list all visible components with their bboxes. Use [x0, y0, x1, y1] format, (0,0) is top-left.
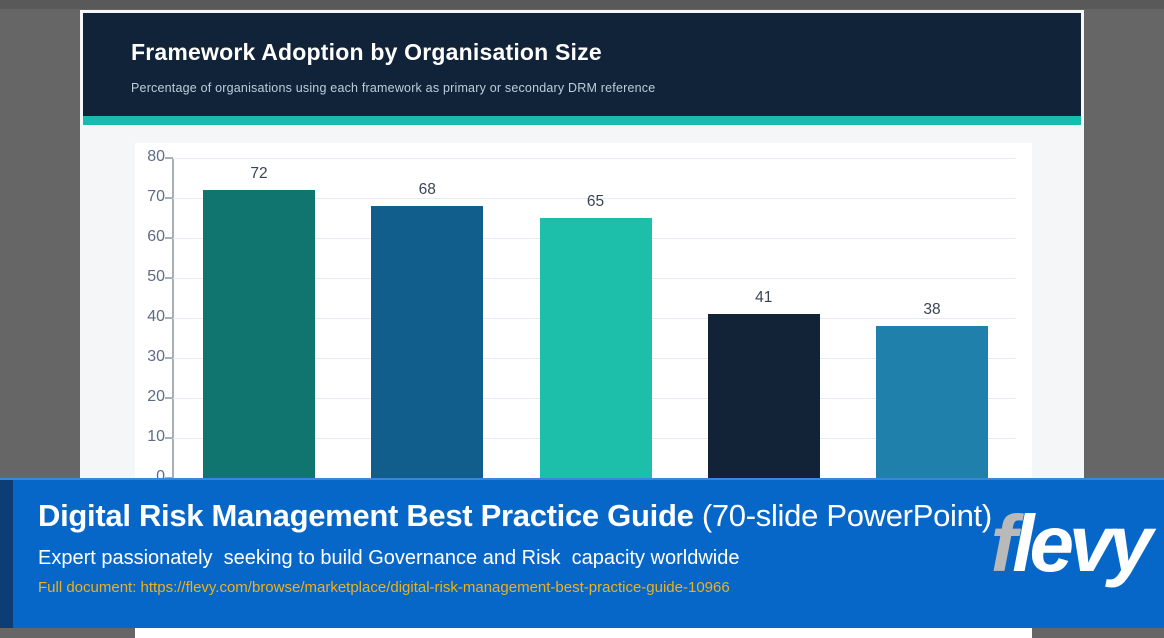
gridline	[172, 198, 1016, 199]
bar-value-label: 68	[418, 181, 436, 198]
y-axis-tick-label: 70	[147, 188, 165, 205]
flevy-logo-f: f	[990, 499, 1018, 588]
slide-subtitle: Percentage of organisations using each f…	[131, 81, 656, 95]
full-document-label: Full document:	[38, 578, 141, 596]
bar-series-1	[203, 190, 315, 478]
y-axis-line	[172, 158, 174, 483]
y-axis-tick-label: 20	[147, 388, 165, 405]
gridline	[172, 158, 1016, 159]
window-top-strip	[0, 0, 1164, 9]
y-axis-tick-mark	[165, 197, 173, 199]
y-axis-tick-label: 60	[147, 228, 165, 245]
flevy-logo: flevy	[990, 499, 1153, 588]
promo-banner: Digital Risk Management Best Practice Gu…	[0, 478, 1164, 628]
bar-series-4	[707, 314, 820, 478]
y-axis-tick-mark	[165, 357, 173, 359]
y-axis-tick-label: 30	[147, 348, 165, 365]
banner-edge-strip	[0, 480, 13, 628]
bar-series-5	[876, 326, 988, 478]
y-axis-tick-mark	[165, 437, 173, 439]
full-document-line: Full document: https://flevy.com/browse/…	[38, 579, 992, 596]
bar-series-2	[371, 206, 484, 478]
document-title-bold: Digital Risk Management Best Practice Gu…	[38, 498, 694, 533]
y-axis-tick-label: 10	[147, 428, 165, 445]
bar-value-label: 38	[923, 301, 941, 318]
bar-value-label: 41	[755, 289, 773, 306]
y-axis-tick-mark	[165, 277, 173, 279]
y-axis-tick-mark	[165, 397, 173, 399]
y-axis-tick-label: 0	[156, 468, 165, 485]
bar-value-label: 65	[586, 193, 605, 210]
slide-header: Framework Adoption by Organisation Size …	[83, 13, 1081, 116]
y-axis-tick-label: 80	[147, 148, 165, 165]
y-axis-tick-label: 50	[147, 268, 165, 285]
flevy-logo-levy: levy	[1012, 499, 1153, 588]
y-axis-tick-label: 40	[147, 308, 165, 325]
document-title-suffix: (70-slide PowerPoint)	[693, 498, 992, 533]
author-tagline: Expert passionately seeking to build Gov…	[38, 546, 740, 569]
document-title: Digital Risk Management Best Practice Gu…	[38, 497, 992, 536]
y-axis-tick-mark	[165, 157, 173, 159]
plot-area: 72 68 65 41 38	[172, 143, 1016, 503]
bar-value-label: 72	[250, 165, 268, 182]
document-url-link[interactable]: https://flevy.com/browse/marketplace/dig…	[140, 578, 730, 596]
slide-title: Framework Adoption by Organisation Size	[131, 39, 602, 65]
banner-content: Digital Risk Management Best Practice Gu…	[38, 497, 992, 596]
y-axis-tick-mark	[165, 237, 173, 239]
bar-series-3	[539, 218, 652, 478]
y-axis-tick-mark	[165, 317, 173, 319]
accent-bar	[83, 116, 1081, 125]
